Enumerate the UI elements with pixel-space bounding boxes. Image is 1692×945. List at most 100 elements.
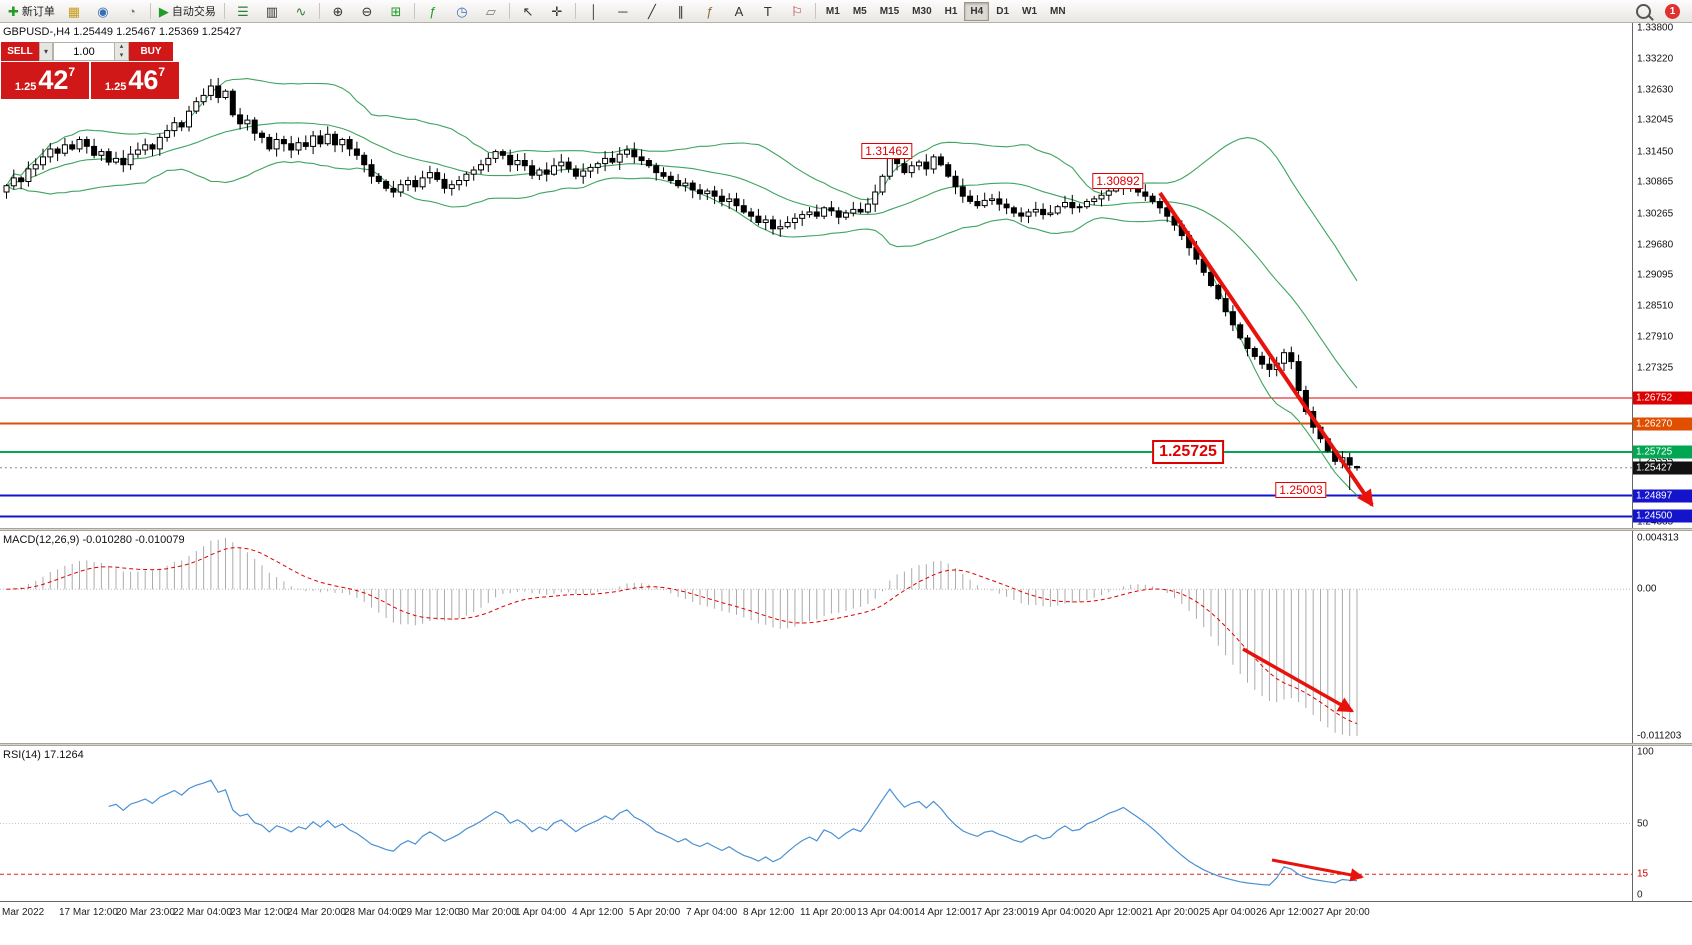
sell-price-tile[interactable]: 1.25 42 7: [1, 62, 89, 99]
price-axis-label: 1.33220: [1637, 53, 1674, 65]
toolbar-separator: [413, 3, 415, 19]
timeframe-button-d1[interactable]: D1: [996, 5, 1010, 17]
channel-button[interactable]: ∥: [667, 1, 695, 22]
time-axis-label: 1 Apr 04:00: [515, 907, 567, 918]
buy-button[interactable]: BUY: [129, 42, 173, 61]
price-level-badge: 1.25725: [1633, 445, 1692, 459]
volume-input[interactable]: [53, 42, 115, 61]
channel-icon: ∥: [677, 3, 685, 19]
rsi-axis: 100 50 15 0: [1632, 746, 1692, 901]
spin-down-icon[interactable]: ▾: [115, 51, 128, 60]
macd-panel[interactable]: 0.004313 0.00 -0.011203 MACD(12,26,9) -0.0…: [0, 531, 1692, 743]
price-axis-label: 1.32630: [1637, 84, 1674, 96]
main-chart-panel[interactable]: 1.33800 1.33220 1.32630 1.32045 1.31450 1.308…: [0, 23, 1692, 528]
label-button[interactable]: T: [754, 1, 782, 22]
templates-button[interactable]: ▱: [477, 1, 505, 22]
candlestick-series: [3, 77, 1360, 490]
timeframe-button-h4[interactable]: H4: [964, 1, 990, 21]
toolbar-separator: [814, 3, 816, 19]
time-axis-label: 17 Mar 12:00: [59, 907, 118, 918]
new-order-button-label: 新订单: [21, 6, 55, 18]
time-axis-label: 20 Apr 12:00: [1085, 907, 1142, 918]
time-axis-label: 13 Apr 04:00: [857, 907, 914, 918]
candlestick-chart-canvas[interactable]: [0, 23, 1632, 528]
vertical-line-button[interactable]: │: [580, 1, 608, 22]
price-axis-label: 1.27910: [1637, 331, 1674, 343]
time-axis-label: 14 Apr 12:00: [914, 907, 971, 918]
candlestick-chart-button[interactable]: ▥: [258, 1, 286, 22]
horizontal-line-icon: ─: [618, 3, 628, 19]
panel-splitter[interactable]: [0, 743, 1692, 746]
arrows-button[interactable]: ⚐: [783, 1, 811, 22]
zoom-out-button[interactable]: ⊖: [353, 1, 381, 22]
macd-chart-canvas[interactable]: [0, 531, 1632, 743]
buy-price-tile[interactable]: 1.25 46 7: [91, 62, 179, 99]
new-order-button[interactable]: ✚ 新订单: [4, 1, 59, 22]
periods-button[interactable]: ◷: [448, 1, 476, 22]
crosshair-button[interactable]: ✛: [543, 1, 571, 22]
search-button[interactable]: [1629, 1, 1657, 22]
help-icon: ◔: [127, 3, 136, 19]
indicators-button[interactable]: ƒ: [419, 1, 447, 22]
data-window-button[interactable]: ◉: [89, 1, 117, 22]
timeframe-button-h1[interactable]: H1: [944, 5, 958, 17]
time-axis-label: 24 Mar 20:00: [287, 907, 346, 918]
cursor-button[interactable]: ↖: [514, 1, 542, 22]
time-axis-label: 25 Apr 04:00: [1199, 907, 1256, 918]
time-axis-label: 29 Mar 12:00: [401, 907, 460, 918]
price-level-badge: 1.26270: [1633, 417, 1692, 431]
tile-windows-button[interactable]: ⊞: [382, 1, 410, 22]
timeframe-button-m30[interactable]: M30: [912, 5, 932, 17]
rsi-axis-label: 100: [1637, 746, 1654, 758]
auto-trading-icon: ▶: [158, 3, 169, 19]
price-axis-label: 1.31450: [1637, 146, 1674, 158]
toolbar-separator: [574, 3, 576, 19]
help-button[interactable]: ◔: [118, 1, 146, 22]
text-button[interactable]: A: [725, 1, 753, 22]
price-annotation: 1.30892: [1092, 172, 1144, 189]
fibonacci-icon: ƒ: [706, 3, 714, 19]
timeframe-button-m15[interactable]: M15: [879, 5, 900, 17]
rsi-axis-label: 50: [1637, 818, 1649, 829]
rsi-chart-canvas[interactable]: [0, 746, 1632, 901]
volume-stepper[interactable]: ▴ ▾: [115, 42, 129, 61]
toolbar: ✚ 新订单 ▦ ◉ ◔ ▶ 自动交易 ☰ ▥ ∿ ⊕ ⊖ ⊞ ƒ ◷ ▱ ↖ ✛ │ ─ ╱ ∥ ƒ A T ⚐ M1 M5 M15 M3…: [0, 0, 1692, 23]
horizontal-line-button[interactable]: ─: [609, 1, 637, 22]
time-axis-label: 28 Mar 04:00: [344, 907, 403, 918]
indicators-icon: ƒ: [429, 3, 437, 19]
time-axis-label: 22 Mar 04:00: [173, 907, 232, 918]
auto-trading-button[interactable]: ▶ 自动交易: [155, 1, 220, 22]
rsi-panel[interactable]: 100 50 15 0 RSI(14) 17.1264: [0, 746, 1692, 901]
time-axis-label: 7 Apr 04:00: [686, 907, 738, 918]
text-icon: A: [734, 3, 744, 19]
timeframe-button-m5[interactable]: M5: [852, 5, 867, 17]
price-annotation: 1.31462: [861, 142, 913, 159]
spin-up-icon[interactable]: ▴: [115, 43, 128, 52]
trendline-button[interactable]: ╱: [638, 1, 666, 22]
volume-dropdown-button[interactable]: ▾: [39, 42, 53, 61]
time-axis[interactable]: Mar 2022 17 Mar 12:00 20 Mar 23:00 22 Mar 0…: [0, 901, 1692, 923]
macd-axis-label: 0.00: [1637, 583, 1657, 595]
toolbar-separator: [318, 3, 320, 19]
notification-badge[interactable]: 1: [1665, 3, 1680, 19]
timeframe-button-m1[interactable]: M1: [825, 5, 840, 17]
sell-button[interactable]: SELL: [1, 42, 39, 61]
panel-splitter[interactable]: [0, 528, 1692, 531]
data-window-icon: ◉: [97, 3, 109, 19]
bar-chart-button[interactable]: ☰: [229, 1, 257, 22]
fibonacci-button[interactable]: ƒ: [696, 1, 724, 22]
tile-windows-icon: ⊞: [390, 3, 402, 19]
market-watch-button[interactable]: ▦: [60, 1, 88, 22]
zoom-in-button[interactable]: ⊕: [324, 1, 352, 22]
line-chart-button[interactable]: ∿: [287, 1, 315, 22]
timeframe-button-mn[interactable]: MN: [1050, 5, 1066, 17]
toolbar-right: 1: [1629, 1, 1688, 22]
vertical-line-icon: │: [589, 3, 598, 19]
trendline-icon: ╱: [647, 3, 656, 19]
time-axis-label: 17 Apr 23:00: [971, 907, 1028, 918]
time-axis-label: 23 Mar 12:00: [230, 907, 289, 918]
search-icon: [1635, 3, 1651, 19]
macd-axis: 0.004313 0.00 -0.011203: [1632, 531, 1692, 743]
timeframe-button-w1[interactable]: W1: [1022, 5, 1038, 17]
price-level-badge: 1.24897: [1633, 489, 1692, 503]
